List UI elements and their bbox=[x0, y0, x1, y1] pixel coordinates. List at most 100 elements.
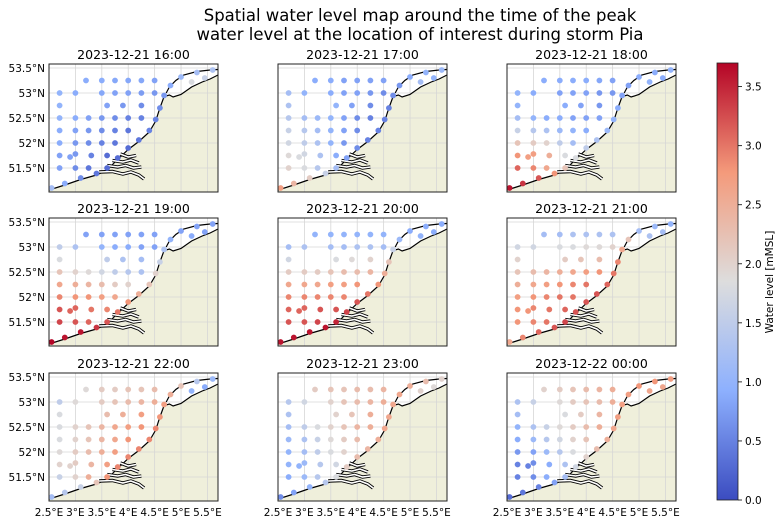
station-point bbox=[423, 378, 429, 385]
station-point bbox=[390, 246, 396, 253]
station-point bbox=[541, 77, 547, 84]
station-point bbox=[380, 386, 387, 393]
station-point bbox=[514, 424, 521, 430]
station-point bbox=[151, 77, 158, 84]
station-point bbox=[519, 180, 526, 187]
station-point bbox=[49, 185, 55, 191]
station-point bbox=[333, 152, 339, 159]
estuary-water bbox=[328, 170, 374, 180]
estuary-water bbox=[557, 479, 603, 489]
station-point bbox=[562, 152, 568, 159]
station-point bbox=[367, 269, 374, 275]
station-point bbox=[301, 474, 308, 480]
station-point bbox=[543, 319, 550, 325]
y-tick-label: 51.5°N bbox=[9, 163, 45, 175]
map-area bbox=[278, 64, 447, 192]
station-point bbox=[341, 294, 347, 300]
station-point bbox=[322, 479, 329, 486]
axes-frame bbox=[506, 63, 677, 193]
station-point bbox=[341, 386, 347, 393]
station-point bbox=[125, 77, 132, 84]
x-tick-label: 3.5°E bbox=[317, 507, 346, 519]
axes-frame bbox=[277, 372, 448, 502]
station-point bbox=[619, 246, 625, 253]
station-point bbox=[535, 175, 542, 181]
station-point bbox=[72, 127, 79, 134]
axes-frame bbox=[506, 372, 677, 502]
station-point bbox=[301, 436, 308, 443]
map-area bbox=[49, 218, 218, 346]
station-point bbox=[56, 424, 63, 430]
station-point bbox=[306, 329, 313, 335]
station-point bbox=[546, 306, 553, 313]
station-point bbox=[194, 378, 200, 385]
estuary-water bbox=[349, 307, 366, 312]
estuary-water bbox=[570, 313, 598, 318]
station-point bbox=[354, 454, 361, 460]
station-point bbox=[367, 115, 374, 121]
station-point bbox=[72, 244, 79, 250]
station-point bbox=[514, 319, 521, 325]
station-point bbox=[83, 386, 89, 393]
station-point bbox=[72, 115, 79, 121]
station-point bbox=[85, 269, 92, 275]
station-point bbox=[349, 102, 355, 109]
station-point bbox=[646, 388, 653, 394]
map-panel: 2023-12-21 23:00 2.5°E 3°E 3.5°E 4°E 4.5°E 5°E… bbox=[264, 356, 451, 519]
station-point bbox=[285, 127, 292, 134]
station-point bbox=[514, 102, 521, 109]
station-point bbox=[167, 391, 174, 398]
station-point bbox=[104, 102, 110, 109]
y-tick-label: 51.5°N bbox=[9, 317, 45, 329]
station-point bbox=[290, 489, 297, 496]
station-point bbox=[135, 446, 142, 452]
axes-frame bbox=[48, 372, 219, 502]
station-point bbox=[285, 165, 292, 171]
station-point bbox=[61, 180, 68, 187]
estuary-water bbox=[112, 468, 140, 473]
station-point bbox=[301, 127, 308, 134]
map-panel: 2023-12-21 20:00 bbox=[277, 201, 448, 347]
station-point bbox=[583, 386, 590, 393]
station-point bbox=[285, 102, 292, 109]
estuary-water bbox=[328, 479, 374, 489]
station-point bbox=[530, 399, 537, 405]
station-point bbox=[135, 291, 142, 297]
map-panel: 2023-12-21 18:00 bbox=[506, 47, 677, 193]
colorbar-tick-label: 3.5 bbox=[745, 82, 762, 94]
station-point bbox=[556, 424, 563, 430]
station-point bbox=[610, 425, 617, 432]
station-point bbox=[364, 291, 371, 297]
station-point bbox=[625, 82, 632, 89]
y-tick-label: 52.5°N bbox=[9, 267, 45, 279]
y-tick-label: 52.5°N bbox=[9, 422, 45, 434]
station-point bbox=[209, 67, 216, 73]
station-point bbox=[201, 384, 208, 390]
station-point bbox=[333, 102, 339, 109]
station-point bbox=[77, 484, 84, 490]
station-point bbox=[138, 424, 145, 430]
station-point bbox=[530, 424, 537, 430]
station-point bbox=[596, 424, 603, 430]
station-point bbox=[546, 152, 553, 159]
y-tick-label: 52°N bbox=[19, 292, 45, 304]
station-point bbox=[56, 436, 63, 443]
station-point bbox=[380, 77, 387, 84]
station-point bbox=[125, 386, 132, 393]
station-point bbox=[343, 155, 350, 161]
station-point bbox=[570, 77, 576, 84]
station-point bbox=[543, 436, 550, 443]
station-point bbox=[535, 484, 542, 490]
station-point bbox=[285, 399, 292, 405]
station-point bbox=[596, 231, 603, 238]
station-point bbox=[112, 281, 118, 288]
station-point bbox=[301, 244, 308, 250]
station-point bbox=[367, 90, 374, 96]
station-point bbox=[514, 165, 521, 171]
station-point bbox=[327, 294, 334, 300]
station-point bbox=[314, 115, 321, 121]
station-point bbox=[341, 231, 347, 238]
map-area bbox=[278, 373, 447, 501]
station-point bbox=[596, 77, 603, 84]
station-point bbox=[161, 246, 168, 253]
